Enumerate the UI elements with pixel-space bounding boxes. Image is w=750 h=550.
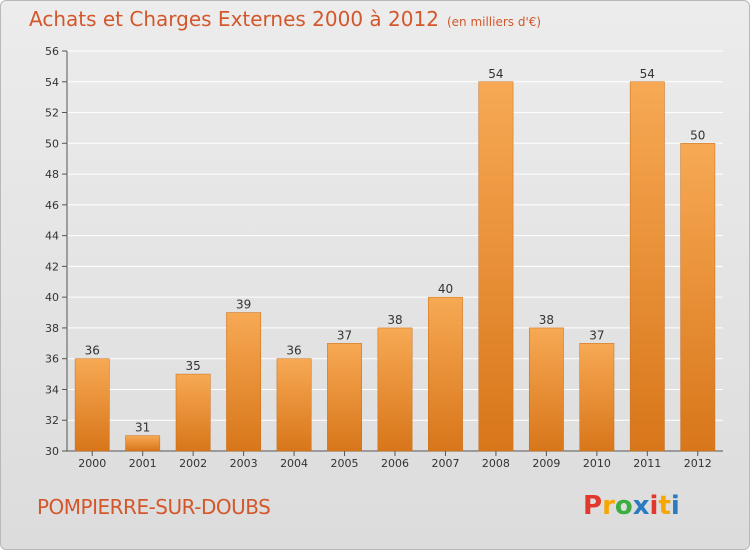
brand-letter: t [658,491,671,521]
proxiti-logo[interactable]: Proxiti [583,491,680,521]
brand-letter: o [614,491,633,521]
y-tick-label: 38 [45,322,59,335]
x-tick-label: 2007 [431,457,459,470]
bar-2003 [226,312,262,452]
chart-unit: (en milliers d'€) [446,15,542,29]
bar-2006 [377,327,413,452]
data-label: 37 [589,328,604,342]
x-tick-label: 2004 [280,457,308,470]
location-name: POMPIERRE-SUR-DOUBS [37,495,271,519]
bar-2010 [579,343,615,452]
x-tick-label: 2010 [583,457,611,470]
bar-2011 [629,81,665,452]
data-label: 36 [286,344,301,358]
y-tick-label: 44 [45,230,59,243]
x-tick-label: 2005 [331,457,359,470]
data-label: 40 [438,282,453,296]
data-label: 38 [387,313,402,327]
brand-letter: r [602,491,615,521]
x-tick-label: 2012 [684,457,712,470]
y-tick-label: 30 [45,445,59,458]
brand-letter: i [670,491,680,521]
brand-letter: x [632,491,650,521]
x-tick-label: 2001 [129,457,157,470]
y-tick-label: 46 [45,199,59,212]
x-tick-label: 2002 [179,457,207,470]
x-tick-label: 2009 [532,457,560,470]
y-tick-label: 56 [45,45,59,58]
y-tick-label: 34 [45,383,59,396]
y-tick-label: 40 [45,291,59,304]
bar-2008 [478,81,514,452]
data-label: 35 [186,359,201,373]
brand-letter: i [649,491,659,521]
x-tick-label: 2003 [230,457,258,470]
data-label: 36 [85,344,100,358]
data-label: 50 [690,128,705,142]
y-tick-label: 42 [45,260,59,273]
y-tick-label: 54 [45,76,59,89]
x-tick-label: 2000 [78,457,106,470]
y-tick-label: 32 [45,414,59,427]
axes: 30 32 34 36 38 40 42 44 46 48 50 52 54 56 2000 2001 2002… [45,45,723,470]
x-tick-label: 2008 [482,457,510,470]
bar-2002 [175,373,211,452]
bar-2001 [125,435,161,452]
data-labels: 36 31 35 39 36 37 38 40 54 38 37 54 50 [85,67,706,435]
bars [74,81,716,452]
brand-letter: P [583,491,603,521]
data-label: 31 [135,421,150,435]
y-tick-label: 36 [45,353,59,366]
data-label: 54 [488,67,503,81]
y-tick-label: 48 [45,168,59,181]
bar-2009 [528,327,564,452]
data-label: 54 [640,67,655,81]
chart-title: Achats et Charges Externes 2000 à 2012 (e… [29,7,541,31]
bar-2012 [680,143,716,452]
bar-2005 [327,343,362,452]
bar-2004 [276,358,312,452]
data-label: 39 [236,298,251,312]
y-tick-label: 50 [45,137,59,150]
y-tick-label: 52 [45,107,59,120]
x-tick-label: 2006 [381,457,409,470]
x-tick-label: 2011 [633,457,661,470]
bar-2007 [428,296,463,452]
data-label: 37 [337,328,352,342]
data-label: 38 [539,313,554,327]
chart-title-text: Achats et Charges Externes 2000 à 2012 [29,7,439,31]
bar-2000 [74,358,110,452]
